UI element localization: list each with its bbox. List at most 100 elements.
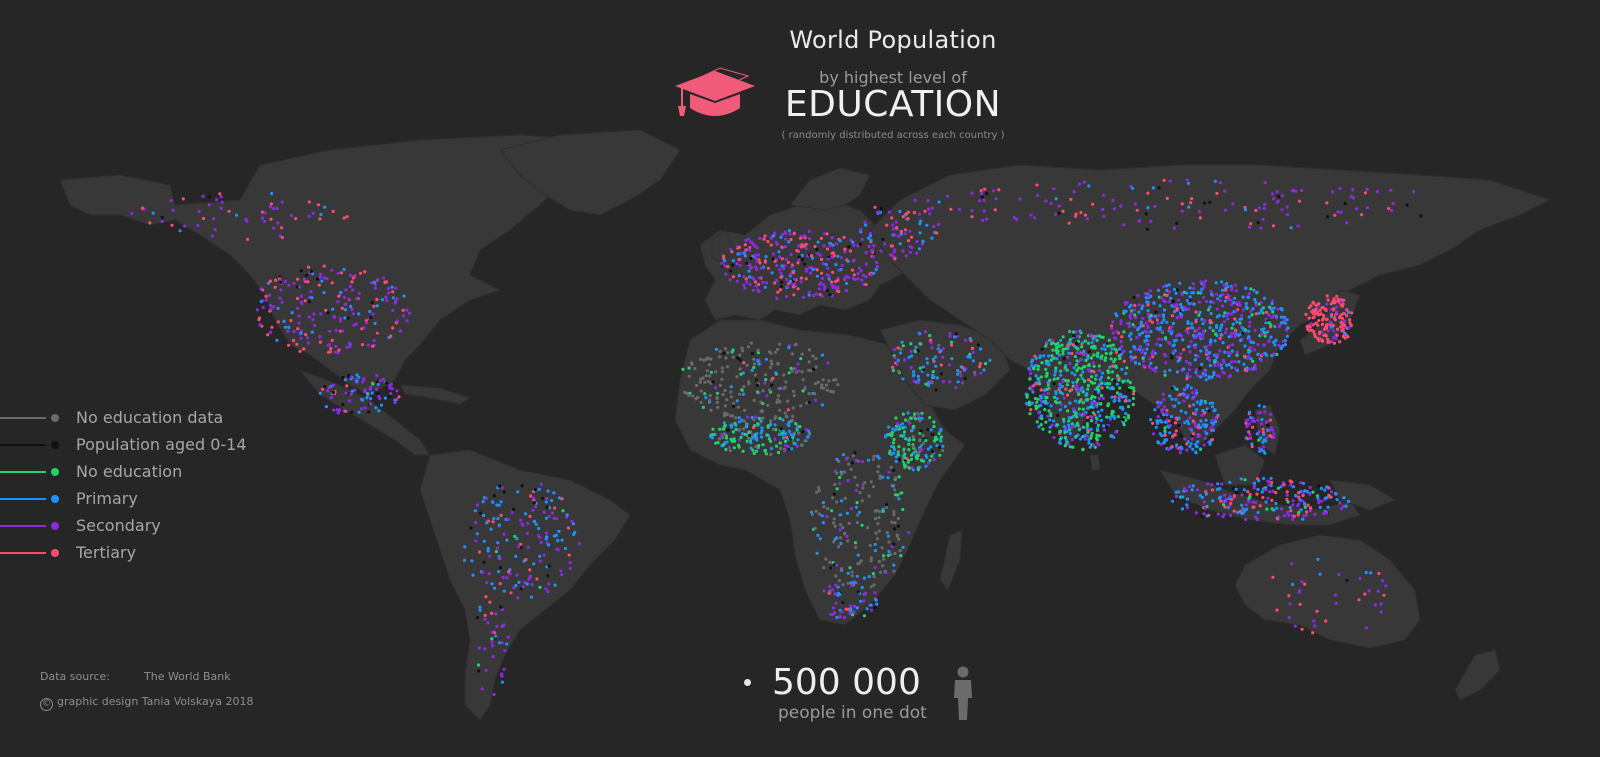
population-dot — [861, 486, 865, 490]
population-dot — [1199, 419, 1203, 423]
population-dot — [1207, 358, 1212, 362]
population-dot — [800, 370, 804, 374]
population-dot — [1176, 315, 1181, 319]
population-dot — [1185, 448, 1189, 452]
population-dot — [753, 436, 757, 440]
population-dot — [1243, 208, 1248, 212]
population-dot — [1153, 204, 1157, 208]
population-dot — [1335, 498, 1339, 502]
population-dot — [556, 538, 560, 543]
australia-land — [1234, 534, 1421, 649]
population-dot — [1148, 365, 1152, 369]
population-dot — [1188, 416, 1192, 420]
legend-swatch-line — [0, 471, 46, 473]
population-dot — [1227, 335, 1231, 339]
population-dot — [900, 422, 905, 426]
population-dot — [1201, 332, 1205, 336]
population-dot — [937, 343, 941, 347]
population-dot — [876, 522, 880, 526]
population-dot — [1272, 313, 1276, 318]
population-dot — [1256, 352, 1260, 356]
population-dot — [937, 432, 941, 436]
population-dot — [318, 391, 322, 395]
population-dot — [993, 208, 997, 212]
population-dot — [821, 262, 826, 266]
population-dot — [1185, 178, 1189, 182]
population-dot — [1222, 513, 1226, 517]
population-dot — [1039, 423, 1043, 427]
population-dot — [743, 432, 747, 436]
population-dot — [855, 574, 859, 578]
population-dot — [1379, 610, 1383, 614]
population-dot — [963, 338, 968, 342]
population-dot — [1113, 398, 1117, 402]
population-dot — [1205, 345, 1209, 349]
population-dot — [1387, 206, 1391, 211]
population-dot — [1161, 314, 1166, 319]
population-dot — [1116, 415, 1120, 419]
population-dot — [885, 223, 889, 227]
population-dot — [1162, 308, 1166, 312]
population-dot — [887, 470, 891, 474]
population-dot — [550, 511, 555, 515]
population-dot — [738, 263, 742, 267]
population-dot — [307, 315, 311, 319]
population-dot — [968, 355, 972, 359]
population-dot — [828, 589, 832, 593]
population-dot — [895, 422, 900, 426]
population-dot — [981, 218, 985, 223]
population-dot — [1309, 322, 1313, 326]
population-dot — [1109, 351, 1113, 355]
population-dot — [1215, 307, 1219, 311]
population-dot — [1067, 341, 1071, 345]
population-dot — [1208, 305, 1212, 309]
population-dot — [1046, 414, 1050, 418]
population-dot — [846, 478, 850, 483]
population-dot — [338, 408, 342, 412]
legend-swatch-line — [0, 444, 46, 446]
population-dot — [497, 503, 501, 507]
population-dot — [773, 437, 777, 441]
population-dot — [1198, 375, 1203, 379]
population-dot — [1309, 304, 1313, 308]
population-dot — [386, 286, 390, 291]
data-source: Data source: The World Bank — [40, 670, 231, 683]
population-dot — [851, 240, 855, 244]
population-dot — [1311, 631, 1315, 635]
population-dot — [787, 229, 792, 233]
population-dot — [494, 550, 498, 554]
population-dot — [299, 294, 303, 298]
population-dot — [1251, 500, 1255, 504]
population-dot — [1090, 400, 1094, 404]
population-dot — [838, 482, 842, 486]
population-dot — [1100, 408, 1104, 412]
population-dot — [939, 349, 943, 353]
population-dot — [1125, 301, 1129, 305]
population-dot — [1308, 485, 1312, 490]
population-dot — [1156, 337, 1160, 341]
population-dot — [1133, 360, 1138, 364]
population-dot — [517, 580, 521, 584]
population-dot — [554, 517, 559, 521]
population-dot — [283, 325, 288, 329]
population-dot — [1090, 341, 1094, 345]
population-dot — [544, 516, 549, 520]
population-dot — [1199, 349, 1203, 353]
population-dot — [784, 435, 789, 439]
population-dot — [894, 476, 898, 480]
population-dot — [753, 253, 758, 257]
population-dot — [1364, 570, 1368, 575]
population-dot — [1035, 400, 1039, 404]
population-dot — [1029, 408, 1033, 412]
population-dot — [1156, 440, 1160, 444]
population-dot — [481, 500, 485, 504]
population-dot — [1185, 298, 1189, 303]
population-dot — [1058, 361, 1062, 365]
population-dot — [1272, 197, 1276, 201]
population-dot — [331, 390, 335, 395]
population-dot — [497, 570, 501, 574]
population-dot — [875, 537, 880, 541]
population-dot — [1040, 347, 1044, 351]
population-dot — [794, 422, 798, 426]
population-dot — [1052, 377, 1056, 381]
